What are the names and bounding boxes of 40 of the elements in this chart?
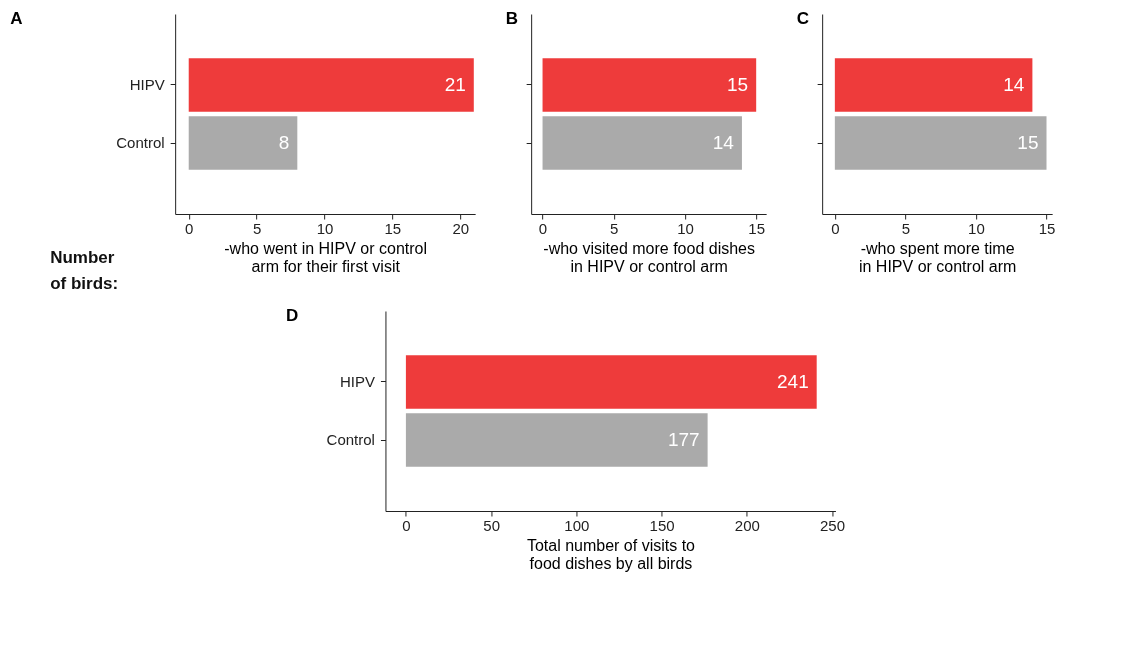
data-label: 21	[444, 73, 466, 95]
x-tick-label: 15	[1038, 219, 1056, 237]
x-tick-label: 5	[901, 219, 911, 237]
x-axis-title: -who spent more time in HIPV or control arm	[858, 239, 1017, 275]
y-tick-label: HIPV	[129, 75, 165, 93]
data-label: 177	[667, 429, 700, 451]
chart-title: D	[286, 306, 299, 325]
x-tick-label: 100	[564, 516, 590, 534]
data-label: 15	[727, 73, 749, 95]
x-tick-label: 0	[402, 516, 411, 534]
x-tick-label: 5	[610, 219, 619, 237]
chart-title: C	[796, 9, 809, 28]
data-label: 241	[776, 370, 809, 392]
y-tick-label: Control	[116, 134, 165, 152]
x-tick-label: 15	[748, 219, 766, 237]
y-tick-label: HIPV	[339, 372, 375, 390]
data-label: 8	[278, 132, 290, 154]
y-tick-label: Control	[326, 431, 375, 449]
x-tick-label: 10	[968, 219, 985, 237]
x-tick-label: 0	[538, 219, 548, 237]
text: Number of birds:	[50, 248, 119, 293]
x-axis-title: -who went in HIPV or control arm for their first visit	[224, 239, 428, 275]
x-tick-label: 10	[677, 219, 694, 237]
text: A	[10, 9, 23, 28]
x-tick-label: 0	[831, 219, 840, 237]
x-tick-label: 150	[649, 516, 675, 534]
x-tick-label: 0	[185, 219, 194, 237]
x-tick-label: 50	[483, 516, 500, 534]
x-axis-title: -who visited more food dishes in HIPV or control arm	[543, 239, 755, 275]
x-tick-label: 15	[384, 219, 402, 237]
x-tick-label: 20	[452, 219, 470, 237]
chart-title: B	[505, 9, 518, 28]
x-tick-label: 10	[316, 219, 334, 237]
data-label: 15	[1017, 132, 1039, 154]
data-label: 14	[1003, 73, 1025, 95]
data-label: 14	[712, 132, 735, 154]
x-axis-title: Total number of visits to food dishes by all birds	[526, 536, 696, 572]
x-tick-label: 250	[820, 516, 846, 534]
x-tick-label: 5	[252, 219, 262, 237]
x-tick-label: 200	[734, 516, 760, 534]
